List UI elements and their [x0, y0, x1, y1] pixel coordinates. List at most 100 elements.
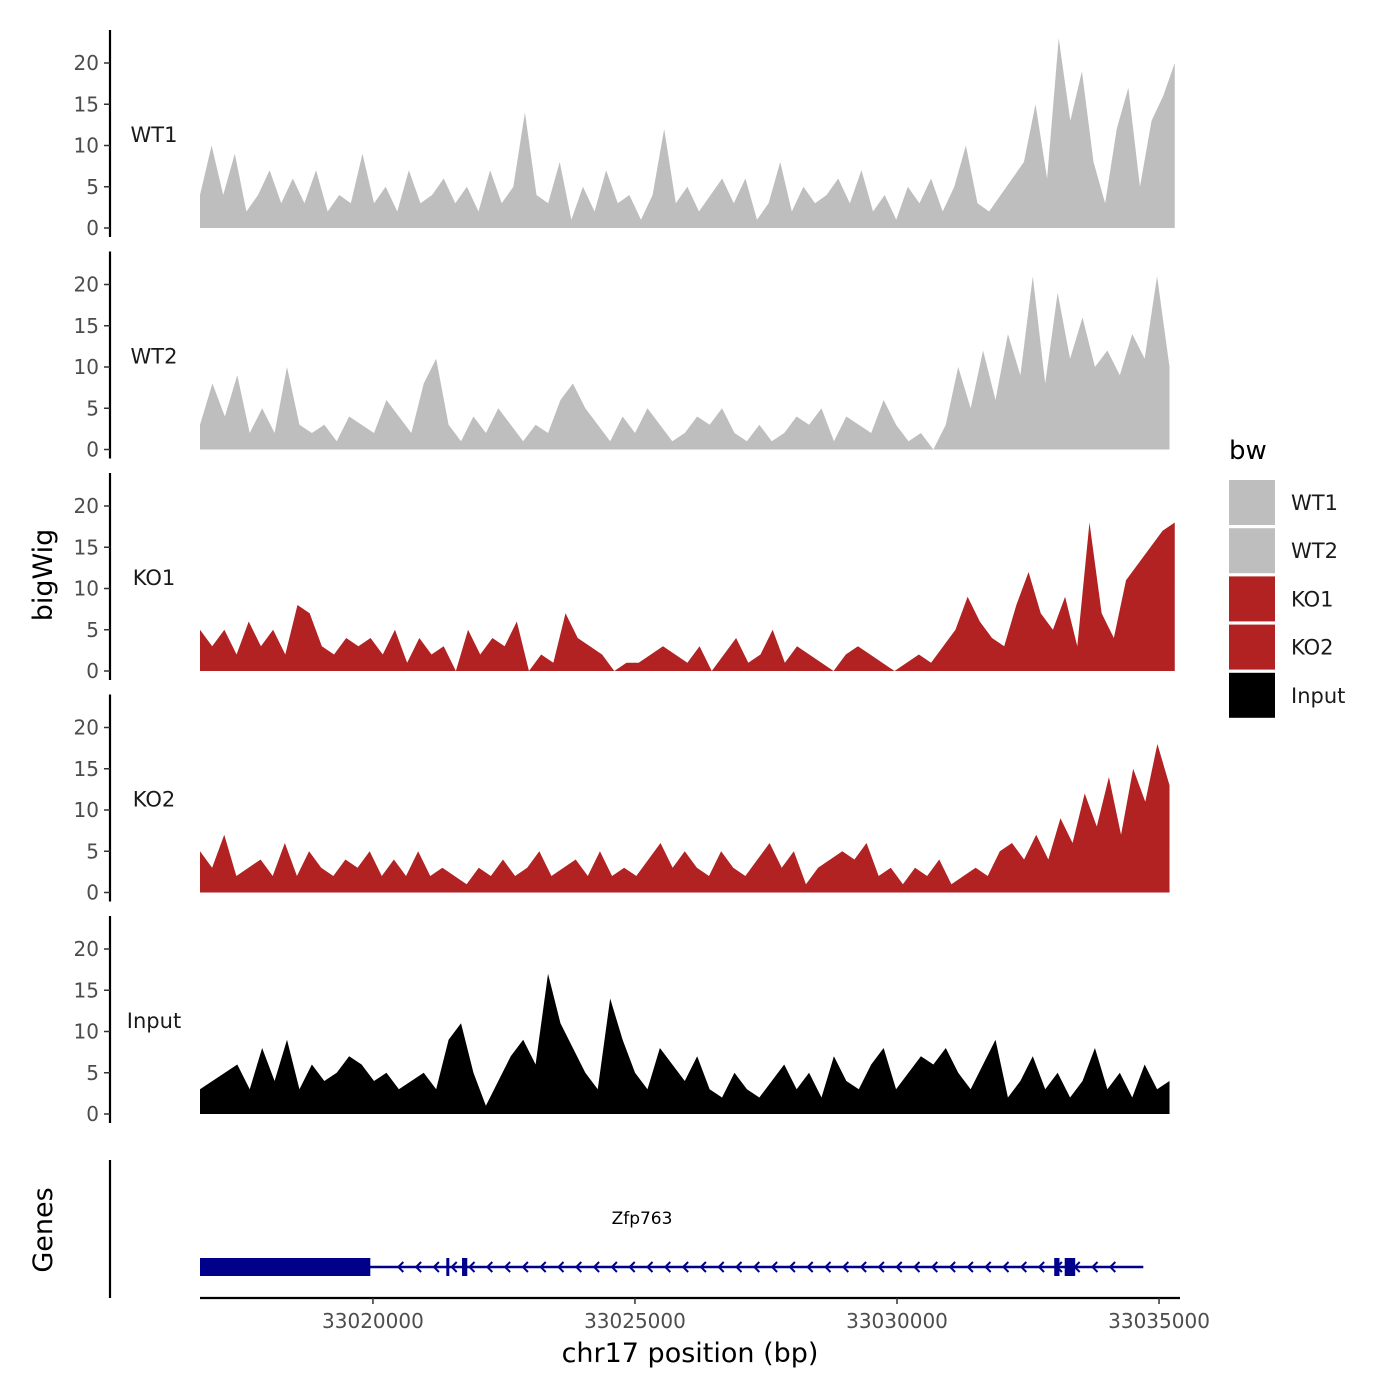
strand-chevron	[646, 1261, 654, 1273]
gene-exon-block	[200, 1258, 371, 1276]
strand-chevron	[841, 1261, 850, 1273]
track-label: WT2	[131, 345, 178, 369]
strand-chevron	[432, 1261, 440, 1273]
strand-chevron	[539, 1261, 547, 1273]
y-tick-label: 20	[74, 937, 99, 961]
strand-chevron	[450, 1261, 458, 1273]
track-ko1: 0 5 10 15 20 KO1	[74, 473, 1175, 683]
strand-chevron	[574, 1261, 583, 1273]
legend-swatch-input	[1229, 672, 1275, 718]
x-tick-label: 33025000	[584, 1309, 686, 1333]
legend-title: bw	[1229, 436, 1267, 466]
strand-chevron	[770, 1261, 778, 1273]
strand-chevron	[966, 1261, 974, 1273]
track-area-wt2	[200, 276, 1170, 450]
x-axis: 33020000 33025000 33030000 33035000	[200, 1296, 1210, 1333]
y-tick-label: 10	[74, 798, 99, 822]
y-tick-label: 15	[74, 978, 99, 1002]
x-tick-label: 33020000	[322, 1309, 424, 1333]
strand-chevron	[913, 1261, 921, 1273]
y-tick-label: 15	[74, 92, 99, 116]
y-tick-label: 20	[74, 716, 99, 740]
strand-chevron	[788, 1261, 796, 1273]
gene-exon	[1054, 1258, 1060, 1276]
legend-label-wt1: WT1	[1291, 491, 1338, 515]
strand-chevron	[503, 1261, 511, 1273]
y-tick-label: 5	[86, 396, 99, 420]
y-tick-label: 0	[86, 216, 99, 240]
strand-chevron	[984, 1261, 992, 1273]
track-label: KO1	[133, 566, 176, 590]
gene-exon	[462, 1258, 468, 1276]
x-axis-title: chr17 position (bp)	[562, 1338, 819, 1369]
legend-swatch-wt1	[1229, 480, 1275, 525]
strand-chevron	[717, 1261, 725, 1273]
strand-chevron	[1019, 1261, 1028, 1273]
track-label: WT1	[131, 123, 178, 147]
track-label: KO2	[133, 788, 176, 812]
legend-swatch-ko2	[1229, 624, 1275, 670]
y-tick-label: 5	[86, 839, 99, 863]
y-tick-label: 15	[74, 757, 99, 781]
y-tick-label: 5	[86, 1061, 99, 1085]
strand-chevron	[735, 1261, 743, 1273]
legend-swatch-ko1	[1229, 576, 1275, 622]
genes-axis-title: Genes	[28, 1187, 59, 1272]
legend-label-input: Input	[1291, 684, 1345, 708]
track-area-wt1	[200, 38, 1175, 228]
gene-exon	[1064, 1258, 1076, 1276]
track-area-input	[200, 973, 1170, 1114]
x-tick-label: 33035000	[1108, 1309, 1210, 1333]
legend: bw WT1 WT2 KO1 KO2 Input	[1229, 436, 1345, 718]
strand-chevron	[485, 1261, 494, 1273]
strand-chevron	[930, 1261, 939, 1273]
strand-chevron	[859, 1261, 867, 1273]
strand-chevron	[752, 1261, 761, 1273]
strand-chevron	[1091, 1261, 1099, 1273]
gene-name-label: Zfp763	[612, 1209, 673, 1229]
track-area-ko2	[200, 744, 1170, 893]
strand-chevron	[628, 1261, 636, 1273]
strand-chevron	[557, 1261, 565, 1273]
strand-chevron	[468, 1261, 476, 1273]
strand-chevron	[681, 1261, 689, 1273]
y-tick-label: 20	[74, 51, 99, 75]
y-tick-label: 10	[74, 134, 99, 158]
y-axis-title: bigWig	[28, 529, 59, 622]
track-wt2: 0 5 10 15 20 WT2	[74, 251, 1170, 462]
strand-chevron	[414, 1261, 422, 1273]
strand-chevron	[1037, 1261, 1045, 1273]
y-tick-label: 10	[74, 577, 99, 601]
y-tick-label: 15	[74, 314, 99, 338]
strand-chevron	[824, 1261, 832, 1273]
strand-chevron	[895, 1261, 903, 1273]
track-area-ko1	[200, 522, 1175, 671]
legend-label-wt2: WT2	[1291, 539, 1338, 563]
track-label: Input	[127, 1009, 181, 1033]
y-tick-label: 20	[74, 273, 99, 297]
strand-chevron	[663, 1261, 672, 1273]
y-tick-label: 20	[74, 494, 99, 518]
track-wt1: 0 5 10 15 20 WT1	[74, 30, 1175, 240]
track-input: 0 5 10 15 20 Input	[74, 916, 1170, 1126]
y-tick-label: 15	[74, 535, 99, 559]
gene-exon	[446, 1258, 450, 1276]
legend-swatch-wt2	[1229, 528, 1275, 574]
x-tick-label: 33030000	[846, 1309, 948, 1333]
y-tick-label: 0	[86, 1102, 99, 1126]
strand-chevron	[1108, 1261, 1117, 1273]
signal-tracks: 0 5 10 15 20 WT1 0 5 10 15 20 WT2 0 5 10 15 20 KO1 0 5 10 15 2…	[74, 30, 1175, 1126]
y-tick-label: 0	[86, 881, 99, 905]
y-tick-label: 5	[86, 618, 99, 642]
strand-chevron	[948, 1261, 956, 1273]
gene-track: Zfp763	[108, 1160, 1144, 1298]
strand-chevron	[521, 1261, 529, 1273]
y-tick-label: 10	[74, 1020, 99, 1044]
strand-chevron	[877, 1261, 885, 1273]
legend-label-ko1: KO1	[1291, 587, 1334, 611]
strand-chevron	[699, 1261, 707, 1273]
legend-label-ko2: KO2	[1291, 636, 1334, 660]
strand-chevron	[806, 1261, 814, 1273]
y-tick-label: 5	[86, 175, 99, 199]
